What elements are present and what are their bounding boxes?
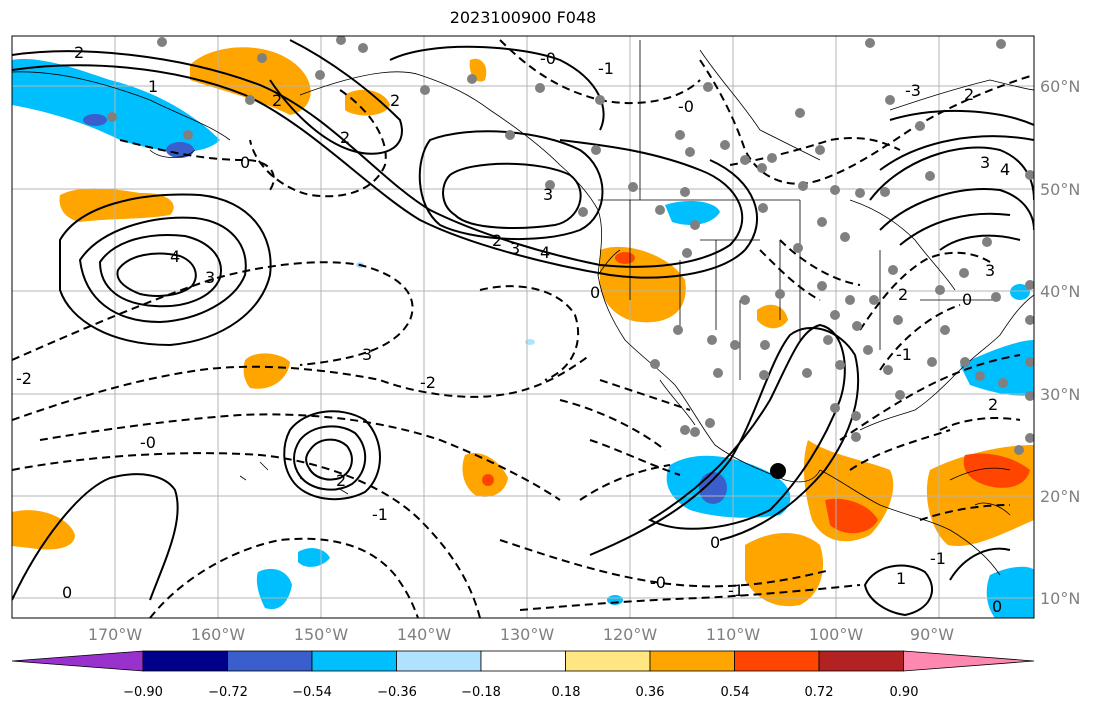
contour-label: 2 xyxy=(898,285,908,304)
lon-label: 170°W xyxy=(88,625,143,644)
lat-label: 30°N xyxy=(1040,385,1080,404)
lon-label: 160°W xyxy=(191,625,246,644)
lat-label: 40°N xyxy=(1040,282,1080,301)
colorbar-cell xyxy=(396,650,482,672)
contour-label: 3 xyxy=(543,185,553,204)
contour-label: 0 xyxy=(710,533,720,552)
contour-label: 3 xyxy=(980,153,990,172)
contour-label: 3 xyxy=(205,268,215,287)
station-markers xyxy=(107,36,1034,455)
colorbar-cell xyxy=(734,650,820,672)
colorbar-cell xyxy=(11,650,144,672)
contour-labels: 2 1 2 -0 2 2 0 -1 3 4 3 2 -0 0 4 3 3 2 -… xyxy=(16,43,1010,616)
colorbar-cell xyxy=(649,650,735,672)
contour-label: 3 xyxy=(362,345,372,364)
contour-label: 1 xyxy=(148,77,158,96)
contour-label: -1 xyxy=(728,581,744,600)
contour-label: 0 xyxy=(62,583,72,602)
contour-label: 3 xyxy=(510,239,520,258)
contour-label: 0 xyxy=(590,283,600,302)
contour-label: 0 xyxy=(240,153,250,172)
anomaly-shading xyxy=(12,47,1034,618)
contour-label: 2 xyxy=(336,471,346,490)
contour-label: 2 xyxy=(74,43,84,62)
lon-label: 100°W xyxy=(809,625,864,644)
lon-labels: 170°W 160°W 150°W 140°W 130°W 120°W 110°… xyxy=(88,625,954,644)
contour-label: -2 xyxy=(16,369,32,388)
contour-label: -1 xyxy=(598,59,614,78)
colorbar-cell xyxy=(227,650,313,672)
lat-label: 10°N xyxy=(1040,589,1080,608)
colorbar-tick: 0.90 xyxy=(890,685,919,700)
colorbar-tick: −0.54 xyxy=(292,685,332,700)
contour-label: 4 xyxy=(1000,160,1010,179)
contour-label: -1 xyxy=(372,505,388,524)
contour-label: -1 xyxy=(896,345,912,364)
contour-label: 1 xyxy=(896,569,906,588)
colorbar-cell xyxy=(142,650,228,672)
lon-label: 150°W xyxy=(294,625,349,644)
contour-label: 4 xyxy=(170,247,180,266)
contour-label: -0 xyxy=(650,573,666,592)
colorbar-tick: −0.36 xyxy=(377,685,417,700)
lon-label: 120°W xyxy=(603,625,658,644)
lat-label: 50°N xyxy=(1040,180,1080,199)
colorbar-cell xyxy=(480,650,566,672)
contour-label: 0 xyxy=(962,290,972,309)
colorbar-cell xyxy=(311,650,397,672)
contour-label: -3 xyxy=(905,81,921,100)
colorbar-cell xyxy=(903,650,1035,672)
contour-label: 2 xyxy=(988,395,998,414)
lon-label: 110°W xyxy=(706,625,761,644)
colorbar-tick: −0.90 xyxy=(123,685,163,700)
contour-label: 2 xyxy=(964,85,974,104)
colorbar-tick: 0.54 xyxy=(721,685,750,700)
colorbar-cell xyxy=(565,650,651,672)
point-marker xyxy=(770,463,786,479)
contour-label: 2 xyxy=(272,91,282,110)
colorbar-cells xyxy=(11,650,1035,672)
colorbar-tick: 0.18 xyxy=(552,685,581,700)
contour-label: -0 xyxy=(140,433,156,452)
lat-label: 20°N xyxy=(1040,487,1080,506)
map-title: 2023100900 F048 xyxy=(449,8,597,27)
contour-label: 3 xyxy=(985,261,995,280)
colorbar-ticks: −0.90 −0.72 −0.54 −0.36 −0.18 0.18 0.36 … xyxy=(123,685,918,700)
colorbar: −0.90 −0.72 −0.54 −0.36 −0.18 0.18 0.36 … xyxy=(11,650,1035,700)
contour-label: 4 xyxy=(540,243,550,262)
map-frame xyxy=(11,35,1035,619)
lat-labels: 60°N 50°N 40°N 30°N 20°N 10°N xyxy=(1040,77,1080,608)
contour-label: -0 xyxy=(678,97,694,116)
colorbar-tick: 0.72 xyxy=(805,685,834,700)
colorbar-cell xyxy=(818,650,904,672)
contour-label: -0 xyxy=(540,49,556,68)
lat-label: 60°N xyxy=(1040,77,1080,96)
contour-label: 2 xyxy=(340,128,350,147)
negative-contours xyxy=(12,39,1034,618)
contour-label: -2 xyxy=(420,373,436,392)
contour-label: 2 xyxy=(492,231,502,250)
colorbar-tick: −0.72 xyxy=(208,685,248,700)
colorbar-tick: −0.18 xyxy=(461,685,501,700)
contour-label: 0 xyxy=(992,597,1002,616)
lon-label: 90°W xyxy=(910,625,954,644)
contour-label: 2 xyxy=(390,91,400,110)
lon-label: 130°W xyxy=(500,625,555,644)
contour-label: -1 xyxy=(930,549,946,568)
lon-label: 140°W xyxy=(397,625,452,644)
colorbar-tick: 0.36 xyxy=(636,685,665,700)
